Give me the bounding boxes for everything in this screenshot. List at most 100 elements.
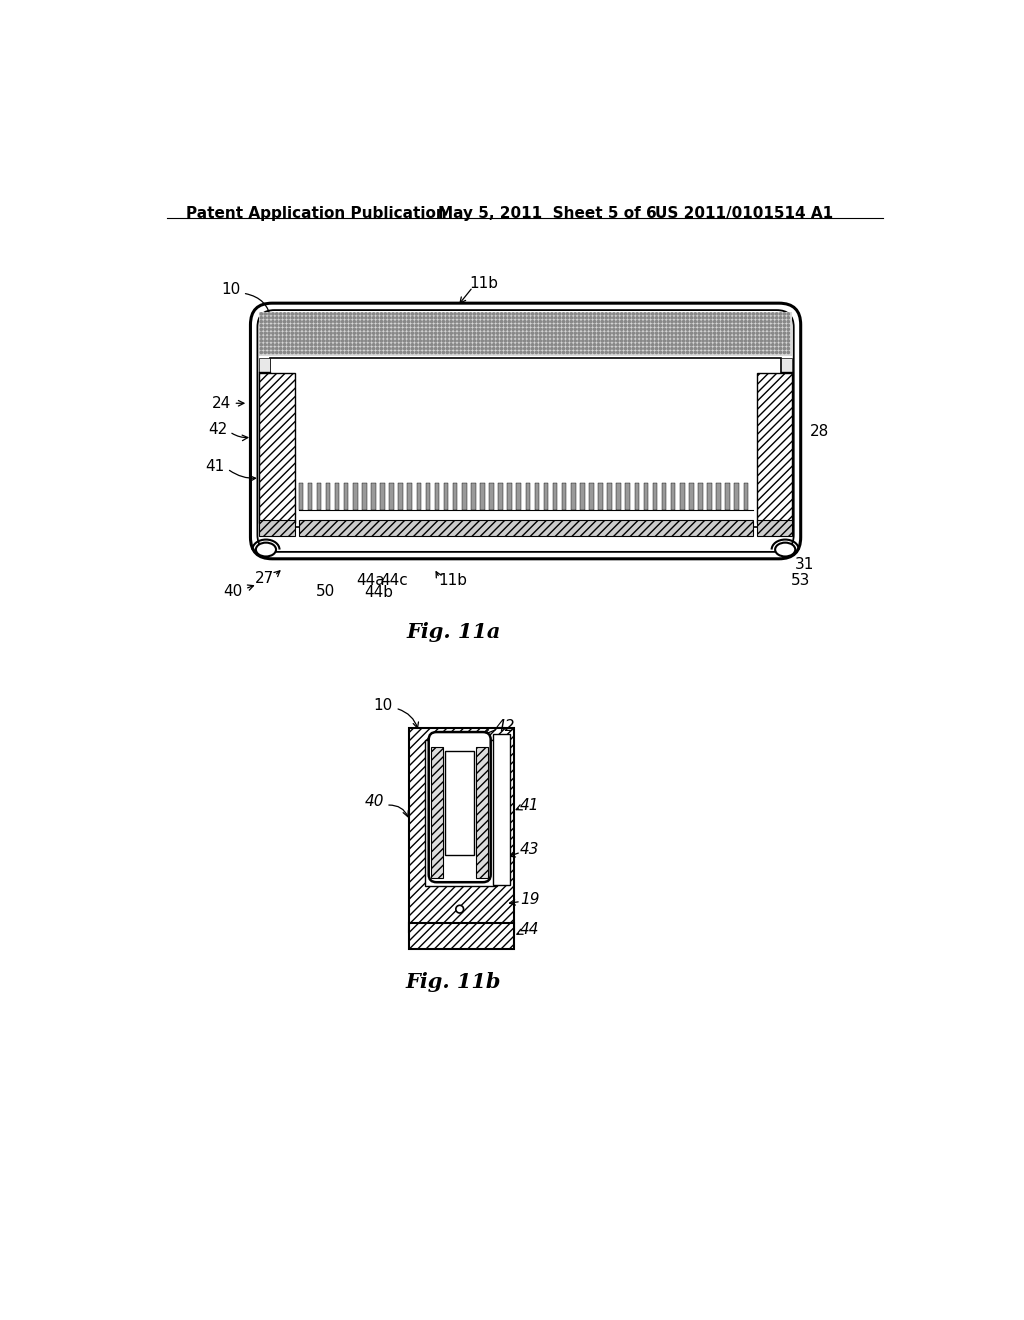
Circle shape bbox=[501, 351, 503, 354]
Circle shape bbox=[403, 333, 406, 334]
Circle shape bbox=[392, 351, 394, 354]
Circle shape bbox=[260, 313, 262, 315]
Circle shape bbox=[562, 339, 564, 342]
Circle shape bbox=[523, 333, 526, 334]
Circle shape bbox=[415, 351, 418, 354]
Circle shape bbox=[493, 351, 495, 354]
Circle shape bbox=[586, 335, 588, 338]
Circle shape bbox=[636, 347, 638, 350]
Bar bbox=[431, 747, 443, 878]
Circle shape bbox=[609, 313, 611, 315]
Circle shape bbox=[551, 335, 553, 338]
Circle shape bbox=[710, 339, 712, 342]
Circle shape bbox=[698, 351, 700, 354]
Circle shape bbox=[497, 313, 499, 315]
Circle shape bbox=[373, 313, 375, 315]
Circle shape bbox=[725, 351, 727, 354]
Circle shape bbox=[527, 335, 529, 338]
Circle shape bbox=[485, 329, 487, 330]
Circle shape bbox=[644, 329, 646, 330]
Circle shape bbox=[701, 333, 705, 334]
Circle shape bbox=[314, 343, 316, 346]
Circle shape bbox=[555, 351, 557, 354]
Circle shape bbox=[520, 339, 522, 342]
Circle shape bbox=[284, 325, 286, 326]
Circle shape bbox=[497, 321, 499, 323]
Circle shape bbox=[527, 351, 529, 354]
Circle shape bbox=[380, 339, 383, 342]
Bar bbox=[435, 483, 439, 510]
Circle shape bbox=[779, 313, 781, 315]
Circle shape bbox=[570, 317, 572, 319]
Circle shape bbox=[291, 321, 294, 323]
Circle shape bbox=[454, 329, 457, 330]
Bar bbox=[757, 374, 793, 523]
Circle shape bbox=[616, 329, 618, 330]
Circle shape bbox=[399, 321, 402, 323]
Circle shape bbox=[508, 351, 510, 354]
Circle shape bbox=[360, 321, 364, 323]
Circle shape bbox=[764, 335, 766, 338]
Text: 53: 53 bbox=[791, 573, 810, 587]
Circle shape bbox=[365, 335, 367, 338]
Circle shape bbox=[721, 325, 724, 326]
Circle shape bbox=[555, 343, 557, 346]
Circle shape bbox=[749, 321, 751, 323]
Circle shape bbox=[388, 347, 390, 350]
Bar bbox=[757, 520, 793, 536]
Circle shape bbox=[701, 339, 705, 342]
Circle shape bbox=[787, 343, 790, 346]
Circle shape bbox=[488, 351, 492, 354]
Circle shape bbox=[446, 333, 449, 334]
Circle shape bbox=[644, 351, 646, 354]
Circle shape bbox=[306, 347, 309, 350]
Circle shape bbox=[365, 339, 367, 342]
Circle shape bbox=[268, 343, 270, 346]
Circle shape bbox=[710, 335, 712, 338]
Circle shape bbox=[497, 343, 499, 346]
Circle shape bbox=[450, 347, 453, 350]
Circle shape bbox=[462, 347, 464, 350]
Circle shape bbox=[706, 325, 708, 326]
Circle shape bbox=[706, 335, 708, 338]
Circle shape bbox=[651, 351, 654, 354]
Circle shape bbox=[578, 321, 581, 323]
Circle shape bbox=[520, 347, 522, 350]
Text: 10: 10 bbox=[374, 697, 393, 713]
Circle shape bbox=[551, 329, 553, 330]
Bar bbox=[445, 751, 474, 855]
Circle shape bbox=[504, 321, 507, 323]
Circle shape bbox=[493, 325, 495, 326]
Circle shape bbox=[462, 333, 464, 334]
Circle shape bbox=[493, 347, 495, 350]
Circle shape bbox=[469, 313, 472, 315]
Circle shape bbox=[527, 321, 529, 323]
Circle shape bbox=[268, 321, 270, 323]
Circle shape bbox=[399, 329, 402, 330]
Circle shape bbox=[295, 321, 297, 323]
Circle shape bbox=[303, 321, 305, 323]
Circle shape bbox=[644, 321, 646, 323]
Circle shape bbox=[338, 313, 340, 315]
Circle shape bbox=[508, 325, 510, 326]
Circle shape bbox=[555, 335, 557, 338]
Circle shape bbox=[760, 325, 762, 326]
Circle shape bbox=[275, 343, 278, 346]
Circle shape bbox=[679, 325, 681, 326]
Circle shape bbox=[667, 333, 670, 334]
Circle shape bbox=[442, 343, 444, 346]
Circle shape bbox=[698, 321, 700, 323]
Circle shape bbox=[260, 321, 262, 323]
Circle shape bbox=[536, 325, 538, 326]
Circle shape bbox=[574, 321, 577, 323]
Circle shape bbox=[431, 339, 433, 342]
Circle shape bbox=[536, 351, 538, 354]
Circle shape bbox=[450, 343, 453, 346]
Circle shape bbox=[434, 351, 437, 354]
Circle shape bbox=[783, 333, 785, 334]
Circle shape bbox=[749, 343, 751, 346]
Circle shape bbox=[493, 335, 495, 338]
Circle shape bbox=[787, 325, 790, 326]
Circle shape bbox=[772, 329, 774, 330]
Circle shape bbox=[323, 351, 325, 354]
